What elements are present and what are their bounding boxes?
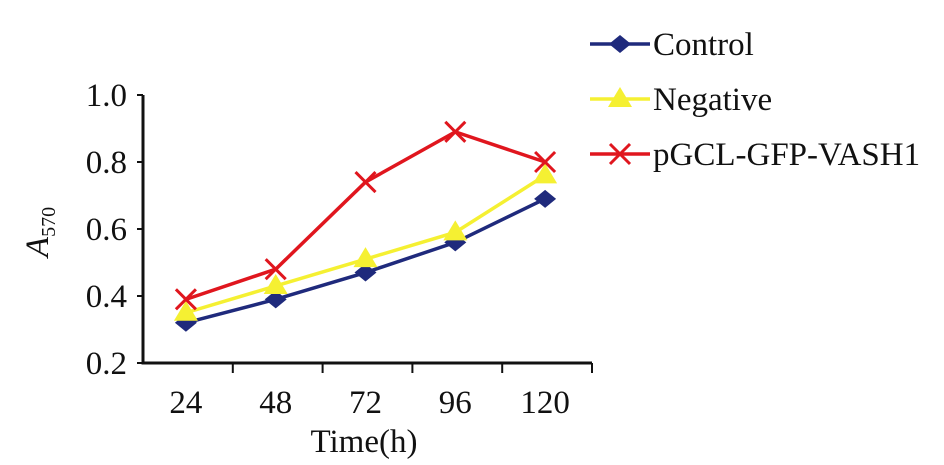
legend-marker [608,142,632,166]
legend-label: Negative [653,82,772,118]
legend-marker [609,35,631,53]
x-tick-label: 24 [169,385,202,421]
legend-label: Control [653,27,754,63]
data-point [264,290,287,309]
legend: Control Negative pGCL-GFP-VASH1 [590,27,920,173]
x-tick-label: 120 [520,385,570,421]
x-axis-title: Time(h) [311,424,418,460]
data-point [174,288,197,311]
series-pgcl-gfp-vash1 [174,120,557,311]
data-point [354,263,377,282]
data-point [533,163,558,184]
y-axis-title: A570 [20,207,60,259]
x-tick-label: 48 [259,385,292,421]
y-tick-label: 0.6 [86,212,127,248]
x-axis-ticks: 24 48 72 96 120 [169,363,593,421]
y-tick-label: 0.2 [86,346,127,382]
x-marker-stroke [444,120,467,143]
axis-lines [141,95,592,365]
y-axis-title-main: A [20,236,56,259]
series-group [173,120,558,332]
svg-text:A570: A570 [20,207,60,259]
axes [141,95,592,365]
data-point [264,258,287,281]
x-marker-stroke [264,258,287,281]
data-point [173,300,198,321]
data-point [353,247,378,268]
y-tick-label: 0.4 [86,279,127,315]
data-point [354,171,377,194]
x-tick-label: 72 [349,385,382,421]
legend-label: pGCL-GFP-VASH1 [653,137,920,173]
series-line [185,173,547,315]
y-tick-label: 1.0 [86,78,127,114]
data-point [534,150,557,174]
y-tick-label: 0.8 [86,145,127,181]
y-axis-title-subscript: 570 [38,207,60,237]
x-marker-stroke [174,288,197,311]
legend-item: Control [590,27,754,63]
legend-item: pGCL-GFP-VASH1 [590,137,920,173]
legend-item: Negative [590,82,772,118]
x-marker-stroke [534,150,557,174]
series-negative [173,163,558,321]
x-marker-stroke [608,142,632,166]
data-point [263,273,288,294]
x-tick-label: 96 [439,385,472,421]
data-point [534,189,557,208]
data-point [443,220,468,241]
legend-marker [608,87,632,107]
y-axis-ticks: 0.2 0.4 0.6 0.8 1.0 [86,78,143,382]
x-marker-stroke [354,171,377,194]
data-point [444,120,467,143]
